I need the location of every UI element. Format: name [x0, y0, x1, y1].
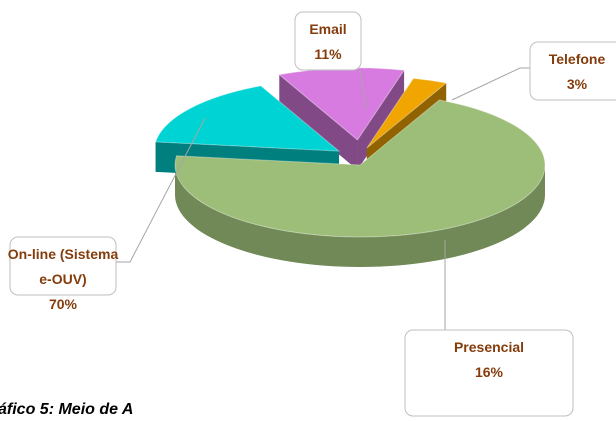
- value-label: 11%: [314, 46, 342, 62]
- value-label: 70%: [49, 296, 78, 312]
- leader-line: [451, 67, 530, 101]
- category-label: On-line (Sistema e-OUV): [8, 246, 119, 287]
- value-label: 16%: [475, 364, 504, 380]
- caption: áfico 5: Meio de A: [0, 401, 133, 418]
- slice: [366, 77, 448, 149]
- category-label: Presencial: [454, 339, 524, 355]
- leader-line: [359, 69, 367, 111]
- label-box: [294, 11, 362, 71]
- category-label: Email: [309, 21, 346, 37]
- value-label: 3%: [567, 76, 588, 92]
- label-box: [9, 236, 117, 296]
- slice-side: [279, 74, 358, 170]
- slice: [174, 99, 546, 238]
- slice-side: [175, 165, 545, 267]
- label-box: [529, 41, 616, 101]
- category-label: Telefone: [549, 51, 606, 67]
- slice: [154, 85, 341, 152]
- label-box: [404, 329, 574, 417]
- leader-line: [116, 117, 206, 263]
